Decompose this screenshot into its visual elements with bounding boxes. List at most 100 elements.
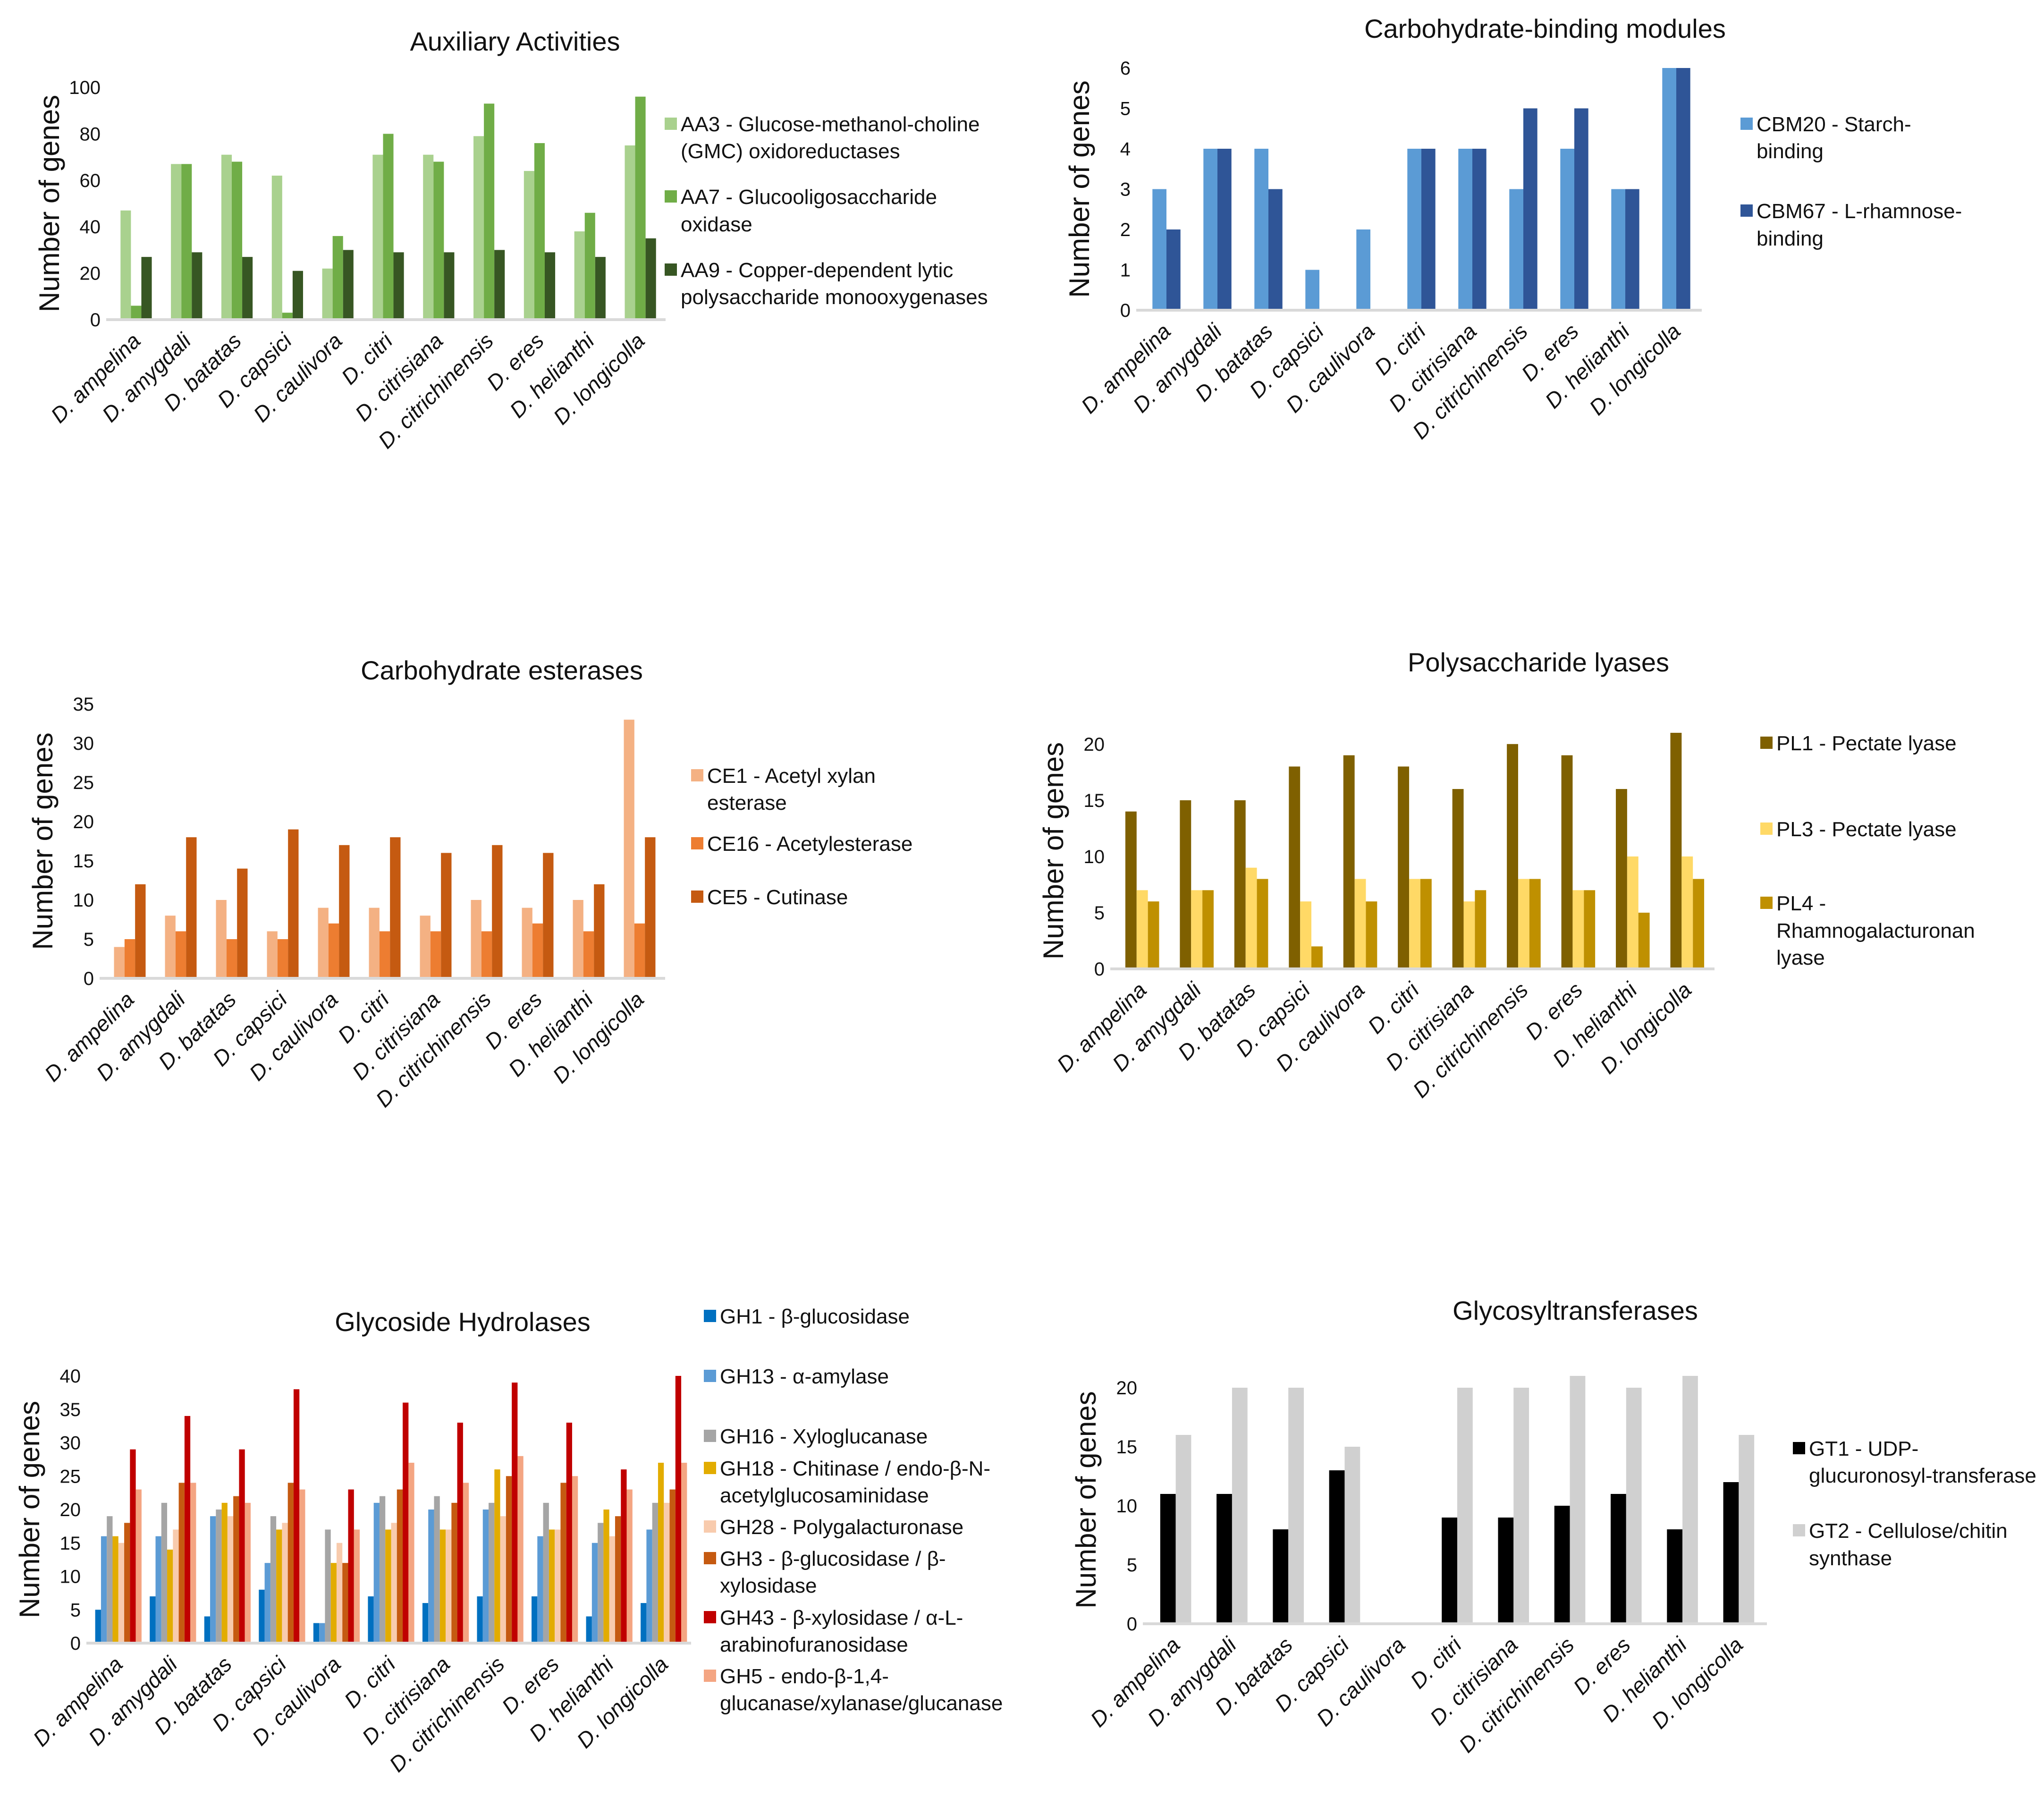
bar-ce1-d-citrisiana	[420, 916, 431, 978]
legend-label: AA3 - Glucose-methanol-choline (GMC) oxi…	[681, 113, 980, 163]
legend-label: PL1 - Pectate lyase	[1776, 732, 1957, 755]
chart-title: Carbohydrate-binding modules	[1364, 14, 1726, 43]
bar-cbm67-d-batatas	[1268, 189, 1283, 310]
bar-pl3-d-longicolla	[1681, 856, 1693, 969]
legend-swatch	[665, 118, 677, 130]
y-tick-label: 4	[1120, 139, 1131, 160]
bar-cbm67-d-helianthi	[1625, 189, 1639, 310]
chart-legend: GT1 - UDP-glucuronosyl-transferase GT2 - …	[1793, 1435, 2041, 1572]
bar-gh18-d-caulivora	[330, 1563, 337, 1643]
bar-pl3-d-capsici	[1300, 901, 1312, 969]
bar-ce1-d-helianthi	[573, 900, 583, 978]
bar-gh18-d-citri	[385, 1529, 391, 1643]
bar-gh5-d-citrichinensis	[517, 1456, 524, 1643]
legend-item: GH18 - Chitinase / endo-β-N-acetylglucos…	[704, 1455, 1025, 1509]
bar-gt2-d-longicolla	[1739, 1435, 1755, 1624]
bar-gh18-d-batatas	[221, 1502, 228, 1643]
bar-gh3-d-citrichinensis	[506, 1476, 512, 1643]
bar-gh16-d-longicolla	[652, 1502, 658, 1643]
bar-gh28-d-capsici	[282, 1523, 288, 1643]
legend-item: PL4 - Rhamnogalacturonan lyase	[1760, 890, 2015, 971]
y-tick-label: 5	[1094, 903, 1105, 924]
bar-ce16-d-longicolla	[634, 923, 645, 978]
bar-gt1-d-amygdali	[1216, 1494, 1232, 1624]
bar-pl1-d-helianthi	[1616, 789, 1627, 969]
bar-pl4-d-helianthi	[1638, 912, 1650, 969]
bar-gh13-d-longicolla	[646, 1529, 652, 1643]
bar-pl3-d-eres	[1572, 890, 1584, 969]
bar-pl3-d-citrisiana	[1463, 901, 1475, 969]
bar-pl1-d-citrichinensis	[1507, 744, 1518, 969]
bar-gh5-d-citri	[408, 1462, 414, 1643]
legend-label: CE16 - Acetylesterase	[707, 832, 913, 856]
chart-legend: CE1 - Acetyl xylan esterase CE16 - Acetyl…	[691, 763, 955, 911]
bar-gh13-d-helianthi	[591, 1543, 598, 1643]
bar-pl4-d-capsici	[1311, 946, 1323, 969]
bar-gh43-d-batatas	[239, 1449, 245, 1643]
bar-gt2-d-batatas	[1288, 1388, 1304, 1624]
bar-aa9-d-citrisiana	[444, 252, 455, 320]
bar-gh1-d-helianthi	[586, 1616, 592, 1643]
bar-aa7-d-batatas	[232, 161, 243, 320]
bar-gt1-d-citrisiana	[1498, 1518, 1514, 1624]
bar-gh43-d-ampelina	[130, 1449, 136, 1643]
bar-cbm67-d-eres	[1574, 108, 1588, 310]
bar-gh28-d-longicolla	[664, 1502, 670, 1643]
bar-gh43-d-longicolla	[675, 1376, 682, 1643]
bar-ce5-d-capsici	[288, 829, 299, 978]
bar-gt2-d-ampelina	[1175, 1435, 1191, 1624]
bar-cbm67-d-amygdali	[1217, 149, 1232, 310]
bar-pl1-d-capsici	[1289, 766, 1301, 969]
bar-aa9-d-caulivora	[343, 250, 354, 320]
bar-gh43-d-helianthi	[621, 1469, 627, 1643]
bar-ce16-d-citri	[379, 931, 390, 978]
bar-aa9-d-helianthi	[595, 257, 606, 320]
chart-legend: PL1 - Pectate lyase PL3 - Pectate lyase PL…	[1760, 730, 2015, 971]
legend-item: CE5 - Cutinase	[691, 884, 955, 911]
y-tick-label: 5	[70, 1600, 81, 1620]
bar-gh43-d-citrichinensis	[512, 1382, 518, 1643]
bar-aa3-d-caulivora	[322, 268, 333, 320]
bar-gh13-d-ampelina	[101, 1536, 107, 1643]
y-tick-label: 0	[70, 1633, 81, 1654]
bar-ce16-d-ampelina	[124, 939, 135, 978]
legend-label: GT1 - UDP-glucuronosyl-transferase	[1809, 1437, 2036, 1488]
bar-ce1-d-capsici	[267, 931, 278, 978]
legend-swatch	[704, 1310, 716, 1322]
bar-gh1-d-capsici	[259, 1589, 265, 1643]
bar-gt2-d-citrichinensis	[1570, 1376, 1586, 1624]
y-tick-label: 10	[60, 1567, 81, 1587]
bar-gh28-d-helianthi	[609, 1536, 615, 1643]
bar-cbm20-d-citri	[1407, 149, 1421, 310]
y-tick-label: 35	[60, 1399, 81, 1420]
bar-gh16-d-amygdali	[161, 1502, 168, 1643]
bar-gh16-d-ampelina	[107, 1516, 113, 1643]
bar-pl4-d-caulivora	[1366, 901, 1377, 969]
legend-item: CBM67 - L-rhamnose-binding	[1740, 198, 1976, 252]
bar-gh18-d-helianthi	[603, 1510, 609, 1643]
y-tick-label: 15	[73, 851, 94, 872]
bar-aa9-d-citrichinensis	[494, 250, 505, 320]
legend-item: CBM20 - Starch-binding	[1740, 111, 1976, 165]
y-axis-label: Number of genes	[1070, 1391, 1102, 1608]
legend-swatch	[704, 1461, 716, 1474]
bar-pl1-d-batatas	[1234, 800, 1246, 969]
bar-gh18-d-capsici	[276, 1529, 282, 1643]
bar-aa7-d-amygdali	[181, 164, 192, 320]
bar-aa7-d-citrisiana	[433, 161, 444, 320]
legend-swatch	[704, 1520, 716, 1533]
legend-item: AA3 - Glucose-methanol-choline (GMC) oxi…	[665, 111, 990, 165]
bar-gt2-d-helianthi	[1682, 1376, 1698, 1624]
bar-aa7-d-citrichinensis	[484, 103, 495, 320]
bar-ce1-d-longicolla	[624, 720, 634, 978]
bar-pl3-d-helianthi	[1627, 856, 1639, 969]
bar-gh3-d-citri	[397, 1489, 403, 1643]
bar-pl4-d-eres	[1584, 890, 1596, 969]
legend-item: GH16 - Xyloglucanase	[704, 1423, 1025, 1450]
legend-swatch	[665, 190, 677, 203]
bar-pl1-d-caulivora	[1343, 755, 1355, 969]
bar-gh28-d-citri	[391, 1523, 397, 1643]
